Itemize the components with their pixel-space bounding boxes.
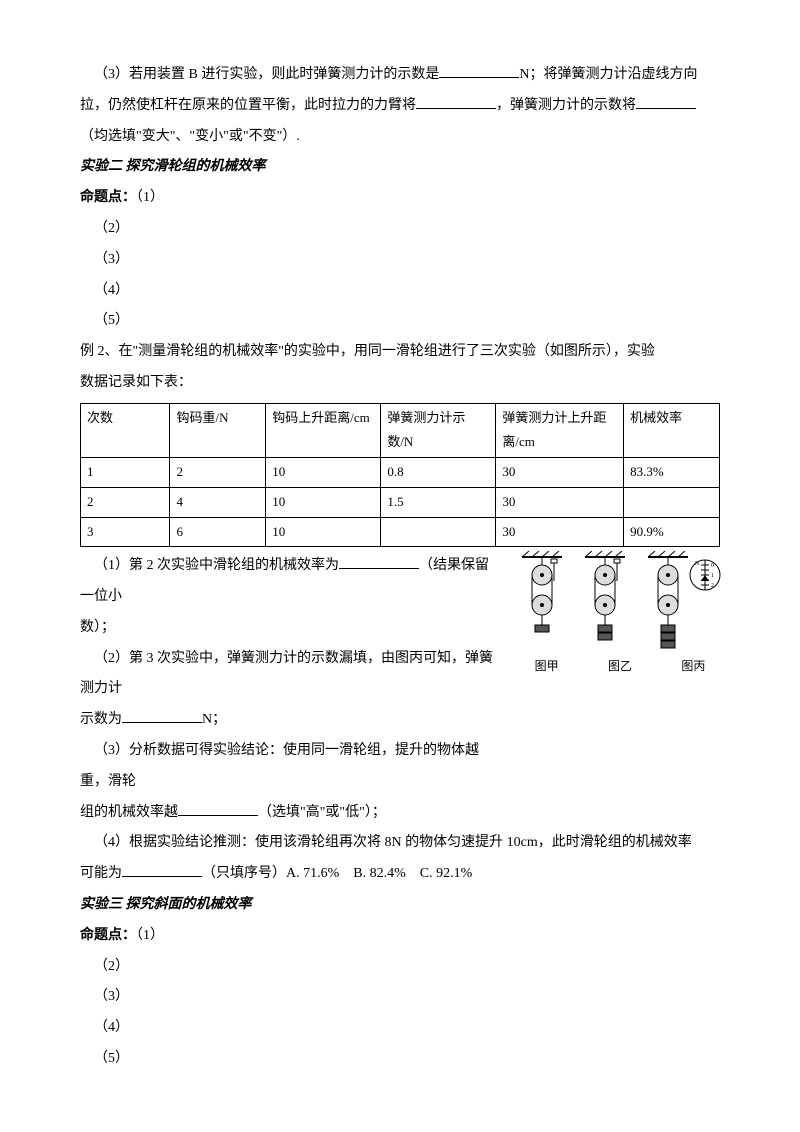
th: 机械效率 [624, 403, 720, 457]
fig-label: 图丙 [681, 653, 705, 679]
td: 30 [496, 487, 624, 517]
text: N； [202, 712, 226, 727]
text: 数据记录如下表： [80, 368, 720, 399]
questions-with-figure: 0 1 2 N 图甲 图乙 图丙 （1）第 2 次实验中滑轮组的机械效率为（结果… [80, 551, 720, 890]
td: 83.3% [624, 458, 720, 488]
data-table: 次数 钩码重/N 钩码上升距离/cm 弹簧测力计示数/N 弹簧测力计上升距离/c… [80, 403, 720, 547]
td: 0.8 [381, 458, 496, 488]
th: 钩码重/N [170, 403, 266, 457]
fill-blank[interactable] [122, 863, 202, 877]
td: 2 [170, 458, 266, 488]
fill-blank[interactable] [122, 709, 202, 723]
text: （1）第 2 次实验中滑轮组的机械效率为 [94, 558, 339, 573]
fill-blank[interactable] [636, 95, 696, 109]
svg-text:1: 1 [711, 573, 714, 579]
item: （2） [94, 952, 720, 983]
td: 3 [81, 517, 170, 547]
table-row: 1 2 10 0.8 30 83.3% [81, 458, 720, 488]
item: （1） [136, 190, 164, 205]
td [381, 517, 496, 547]
item: （2） [94, 214, 720, 245]
topic-points: 命题点：（1） [80, 921, 720, 952]
item: （3） [94, 245, 720, 276]
td: 1.5 [381, 487, 496, 517]
pulley-yi-icon [580, 551, 630, 651]
text: （选填"高"或"低"）； [258, 805, 386, 820]
text: （3）分析数据可得实验结论：使用同一滑轮组，提升的物体越重，滑轮 [80, 736, 500, 798]
td: 1 [81, 458, 170, 488]
td [624, 487, 720, 517]
topic-points: 命题点：（1） [80, 183, 720, 214]
text: （4）根据实验结论推测：使用该滑轮组再次将 8N 的物体匀速提升 10cm，此时… [80, 828, 720, 859]
item: （5） [94, 306, 720, 337]
fill-blank[interactable] [416, 95, 496, 109]
text: ，弹簧测力计的示数将 [496, 98, 636, 113]
experiment-2-title: 实验二 探究滑轮组的机械效率 [80, 152, 720, 183]
text: 可能为 [80, 866, 122, 881]
question-3: （3）若用装置 B 进行实验，则此时弹簧测力计的示数是 N；将弹簧测力计沿虚线方向… [80, 60, 720, 152]
td: 90.9% [624, 517, 720, 547]
text: （3）若用装置 B 进行实验，则此时弹簧测力计的示数是 [94, 67, 439, 82]
td: 10 [266, 458, 381, 488]
text: N；将弹簧测力计沿虚线方向 [519, 67, 697, 82]
th: 钩码上升距离/cm [266, 403, 381, 457]
fill-blank[interactable] [178, 802, 258, 816]
text: （2）第 3 次实验中，弹簧测力计的示数漏填，由图丙可知，弹簧测力计 [80, 644, 500, 706]
experiment-3-title: 实验三 探究斜面的机械效率 [80, 890, 720, 921]
fill-blank[interactable] [439, 64, 519, 78]
label: 命题点： [80, 190, 136, 205]
fig-label: 图乙 [608, 653, 632, 679]
pulley-figure: 0 1 2 N 图甲 图乙 图丙 [510, 551, 730, 679]
td: 10 [266, 487, 381, 517]
item: （4） [94, 276, 720, 307]
item: （1） [136, 928, 164, 943]
item: （4） [94, 1013, 720, 1044]
td: 30 [496, 458, 624, 488]
table-header-row: 次数 钩码重/N 钩码上升距离/cm 弹簧测力计示数/N 弹簧测力计上升距离/c… [81, 403, 720, 457]
text: 示数为 [80, 712, 122, 727]
table-row: 2 4 10 1.5 30 [81, 487, 720, 517]
pulley-jia-icon [517, 551, 567, 651]
text: 拉，仍然使杠杆在原来的位置平衡，此时拉力的力臂将 [80, 98, 416, 113]
td: 30 [496, 517, 624, 547]
svg-text:N: N [695, 561, 700, 567]
td: 2 [81, 487, 170, 517]
th: 弹簧测力计示数/N [381, 403, 496, 457]
td: 10 [266, 517, 381, 547]
text: 例 2、在"测量滑轮组的机械效率"的实验中，用同一滑轮组进行了三次实验（如图所示… [80, 337, 720, 368]
th: 弹簧测力计上升距离/cm [496, 403, 624, 457]
svg-text:0: 0 [711, 563, 714, 569]
label: 命题点： [80, 928, 136, 943]
example-2-intro: 例 2、在"测量滑轮组的机械效率"的实验中，用同一滑轮组进行了三次实验（如图所示… [80, 337, 720, 399]
text: （均选填"变大"、"变小"或"不变"）. [80, 129, 300, 144]
text: （只填序号）A. 71.6% B. 82.4% C. 92.1% [202, 866, 472, 881]
fill-blank[interactable] [339, 555, 419, 569]
text: 组的机械效率越 [80, 805, 178, 820]
text: 数）； [80, 613, 500, 644]
item: （3） [94, 982, 720, 1013]
table-row: 3 6 10 30 90.9% [81, 517, 720, 547]
td: 4 [170, 487, 266, 517]
th: 次数 [81, 403, 170, 457]
td: 6 [170, 517, 266, 547]
pulley-bing-icon: 0 1 2 N [643, 551, 723, 651]
fig-label: 图甲 [535, 653, 559, 679]
svg-text:2: 2 [711, 583, 714, 589]
item: （5） [94, 1044, 720, 1075]
